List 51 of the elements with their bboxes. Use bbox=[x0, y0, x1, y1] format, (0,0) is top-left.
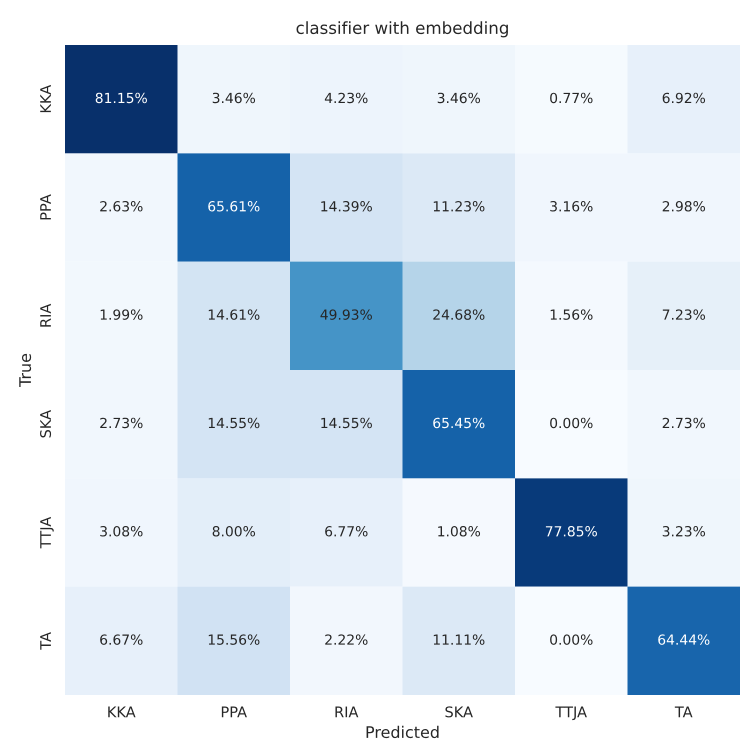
data-label: 6.67% bbox=[100, 634, 143, 645]
y-tick-label: KKA bbox=[40, 84, 51, 112]
data-label: 6.77% bbox=[325, 526, 368, 537]
y-tick-label: SKA bbox=[40, 410, 52, 438]
data-label: 14.55% bbox=[321, 418, 372, 428]
x-tick-label: SKA bbox=[445, 706, 473, 718]
data-label: 0.00% bbox=[550, 634, 593, 645]
x-tick-label: KKA bbox=[108, 706, 136, 718]
y-tick-label: TA bbox=[40, 632, 51, 650]
data-label: 2.22% bbox=[325, 634, 368, 645]
x-tick-label: TA bbox=[674, 706, 693, 718]
data-label: 49.93% bbox=[320, 309, 372, 320]
x-tick-label: PPA bbox=[222, 706, 247, 718]
data-label: 2.98% bbox=[662, 201, 706, 212]
data-label: 11.23% bbox=[434, 201, 484, 212]
chart-title: classifier with embedding bbox=[296, 21, 508, 38]
data-label: 3.16% bbox=[550, 201, 593, 212]
x-tick-label: TTJA bbox=[555, 706, 587, 720]
data-label: 65.61% bbox=[208, 201, 260, 212]
data-label: 2.73% bbox=[662, 418, 706, 428]
data-label: 3.23% bbox=[662, 526, 706, 537]
x-tick-label: RIA bbox=[335, 706, 358, 718]
data-label: 3.46% bbox=[212, 92, 256, 104]
y-tick-label: PPA bbox=[40, 194, 51, 220]
data-label: 7.23% bbox=[662, 309, 706, 320]
data-label: 24.68% bbox=[433, 309, 484, 320]
data-label: 65.45% bbox=[433, 418, 484, 428]
data-label: 2.73% bbox=[100, 418, 143, 428]
data-label: 4.23% bbox=[324, 92, 368, 104]
y-tick-label: RIA bbox=[40, 304, 51, 327]
data-label: 6.92% bbox=[662, 92, 706, 104]
data-label: 3.08% bbox=[100, 526, 143, 537]
data-label: 14.55% bbox=[208, 418, 260, 428]
data-label: 1.56% bbox=[550, 309, 593, 320]
data-label: 0.00% bbox=[550, 418, 593, 428]
data-label: 15.56% bbox=[208, 634, 260, 645]
data-label: 14.61% bbox=[208, 309, 260, 320]
data-label: 14.39% bbox=[321, 201, 372, 212]
y-axis-title: True bbox=[19, 354, 32, 388]
data-label: 3.46% bbox=[438, 92, 480, 104]
data-label: 64.44% bbox=[658, 634, 710, 645]
data-label: 2.63% bbox=[100, 201, 143, 212]
x-axis-title: Predicted bbox=[366, 726, 439, 738]
data-label: 81.15% bbox=[96, 92, 147, 104]
data-label: 8.00% bbox=[212, 526, 256, 537]
data-label: 77.85% bbox=[546, 526, 597, 537]
data-label: 1.99% bbox=[100, 309, 143, 320]
y-tick-label: TTJA bbox=[40, 516, 54, 548]
data-label: 0.77% bbox=[550, 92, 593, 104]
data-label: 11.11% bbox=[434, 634, 484, 645]
data-label: 1.08% bbox=[438, 526, 480, 537]
